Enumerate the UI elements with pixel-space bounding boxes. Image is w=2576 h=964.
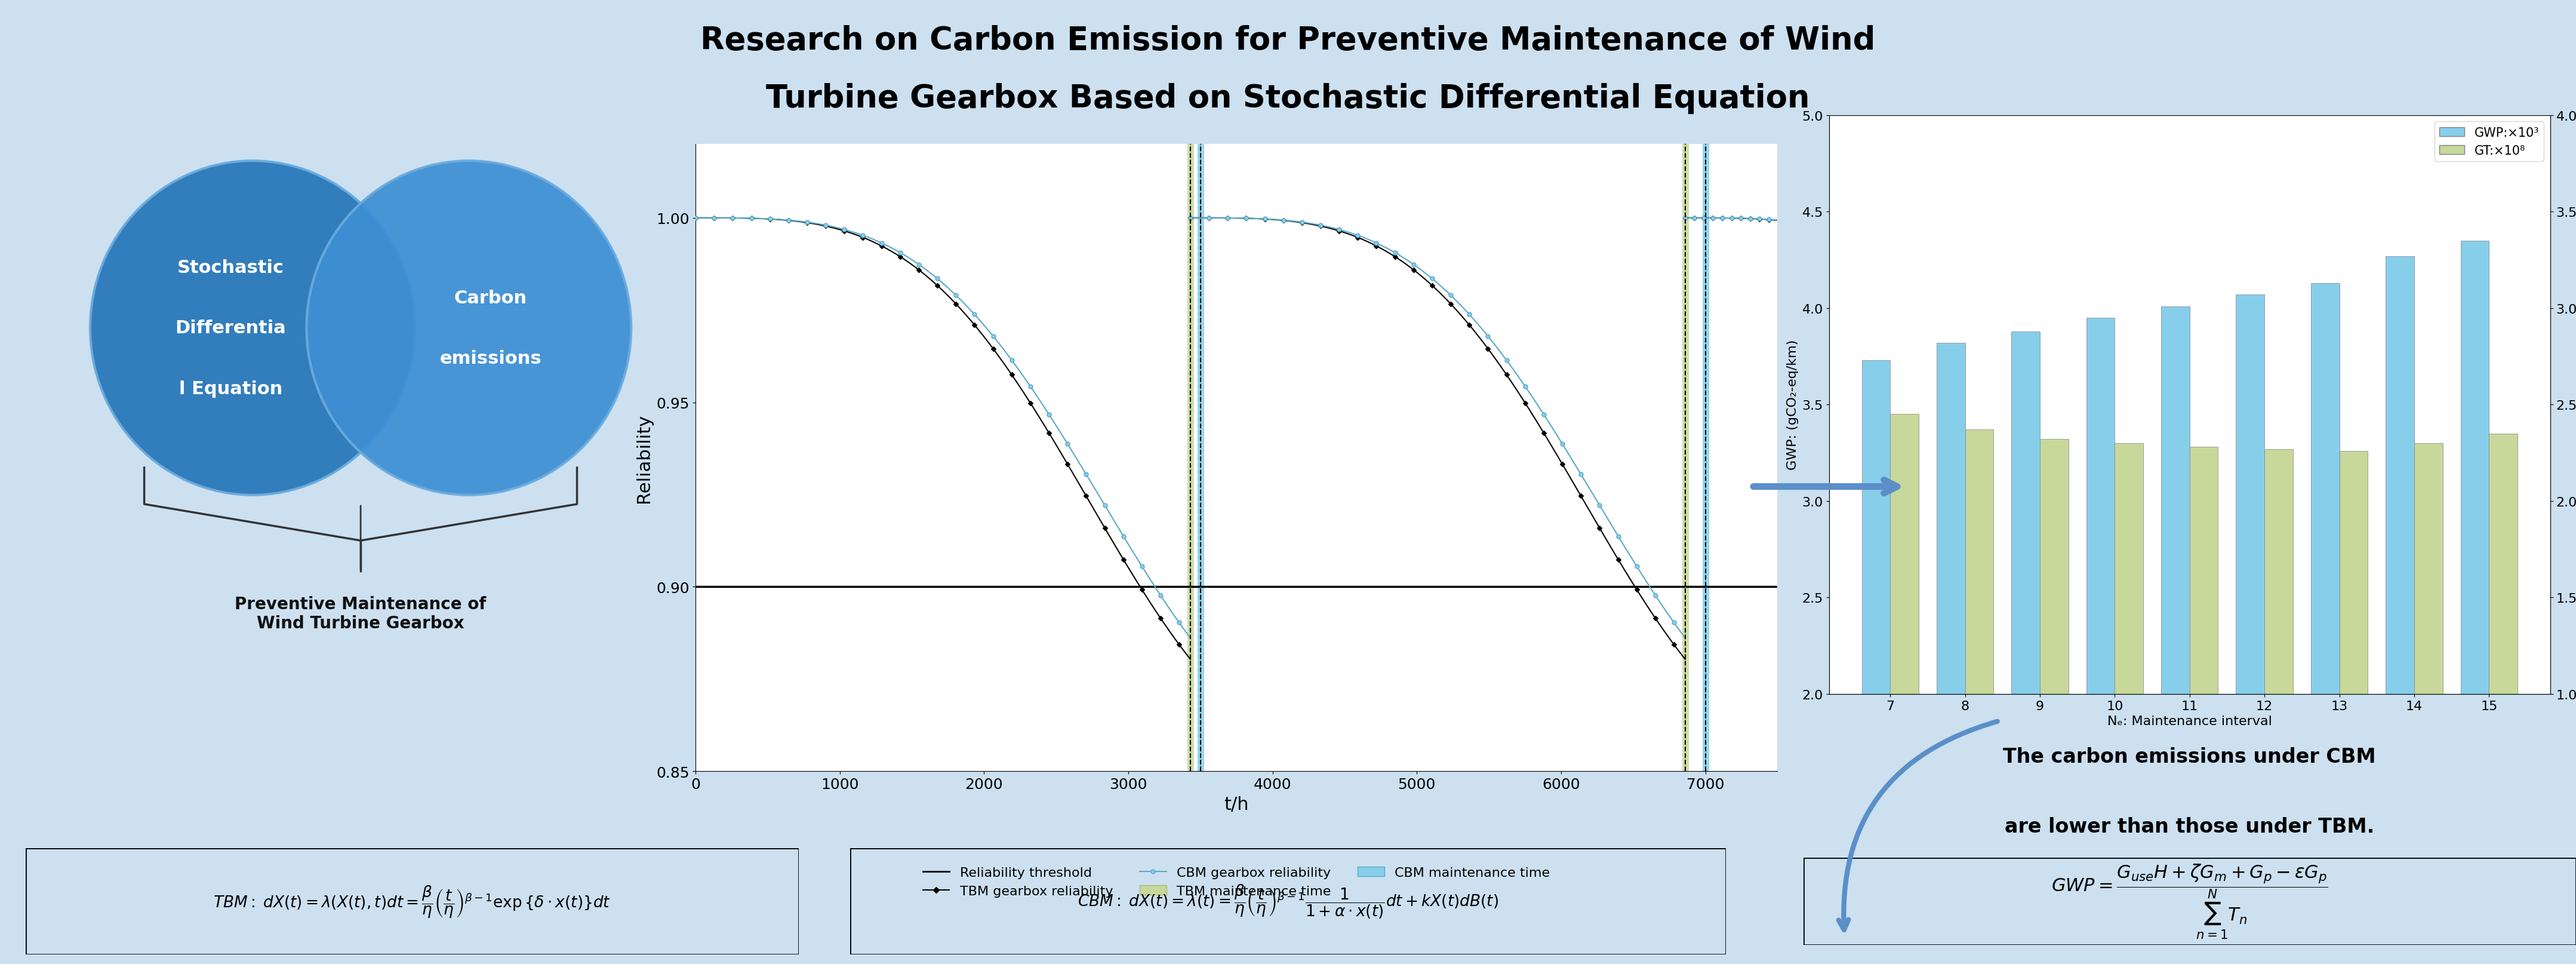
Bar [2385,256,2414,964]
Bar [1891,415,1919,964]
Bar [2087,318,2115,964]
FancyArrowPatch shape [1839,721,1996,930]
Text: The carbon emissions under CBM: The carbon emissions under CBM [2004,747,2375,766]
Bar [2190,447,2218,964]
Text: l Equation: l Equation [180,381,283,397]
Text: $CBM: \; dX(t)=\lambda(t)=\dfrac{\beta}{\eta}\left(\dfrac{t}{\eta}\right)^{\beta: $CBM: \; dX(t)=\lambda(t)=\dfrac{\beta}{… [1077,883,1499,920]
Legend: Reliability threshold, TBM gearbox reliability, CBM gearbox reliability, TBM mai: Reliability threshold, TBM gearbox relia… [917,861,1556,902]
Bar [2460,241,2488,964]
Text: emissions: emissions [440,350,541,367]
Text: are lower than those under TBM.: are lower than those under TBM. [2004,817,2375,836]
Bar [1862,361,1891,964]
Bar [2115,443,2143,964]
Text: Research on Carbon Emission for Preventive Maintenance of Wind: Research on Carbon Emission for Preventi… [701,25,1875,56]
Legend: GWP:×10³, GT:×10⁸: GWP:×10³, GT:×10⁸ [2434,121,2545,162]
Text: Differentia: Differentia [175,320,286,336]
Bar [2339,451,2367,964]
Text: Carbon: Carbon [453,289,528,307]
Text: Preventive Maintenance of
Wind Turbine Gearbox: Preventive Maintenance of Wind Turbine G… [234,596,487,631]
Bar [2414,443,2442,964]
Y-axis label: GWP: (gCO₂-eq/km): GWP: (gCO₂-eq/km) [1788,339,1798,470]
Bar [2488,434,2517,964]
Bar [2161,307,2190,964]
Text: $GWP = \dfrac{G_{use}H + \zeta G_m + G_p - \varepsilon G_p}{\sum_{n=1}^{N} T_n}$: $GWP = \dfrac{G_{use}H + \zeta G_m + G_p… [2050,863,2329,940]
Bar [2040,440,2069,964]
Text: $TBM: \; dX(t)=\lambda(X(t),t)dt=\dfrac{\beta}{\eta}\left(\dfrac{t}{\eta}\right): $TBM: \; dX(t)=\lambda(X(t),t)dt=\dfrac{… [214,884,611,919]
X-axis label: t/h: t/h [1224,795,1249,813]
Text: Stochastic: Stochastic [178,259,283,276]
X-axis label: Nₑ: Maintenance interval: Nₑ: Maintenance interval [2107,715,2272,727]
Bar [2012,332,2040,964]
Ellipse shape [307,161,631,495]
Bar [1937,343,1965,964]
Bar [2311,283,2339,964]
Text: Turbine Gearbox Based on Stochastic Differential Equation: Turbine Gearbox Based on Stochastic Diff… [765,83,1811,114]
Y-axis label: Reliability: Reliability [636,414,652,502]
Bar [2264,449,2293,964]
Ellipse shape [90,161,415,495]
Bar [1965,430,1994,964]
Bar [2236,295,2264,964]
